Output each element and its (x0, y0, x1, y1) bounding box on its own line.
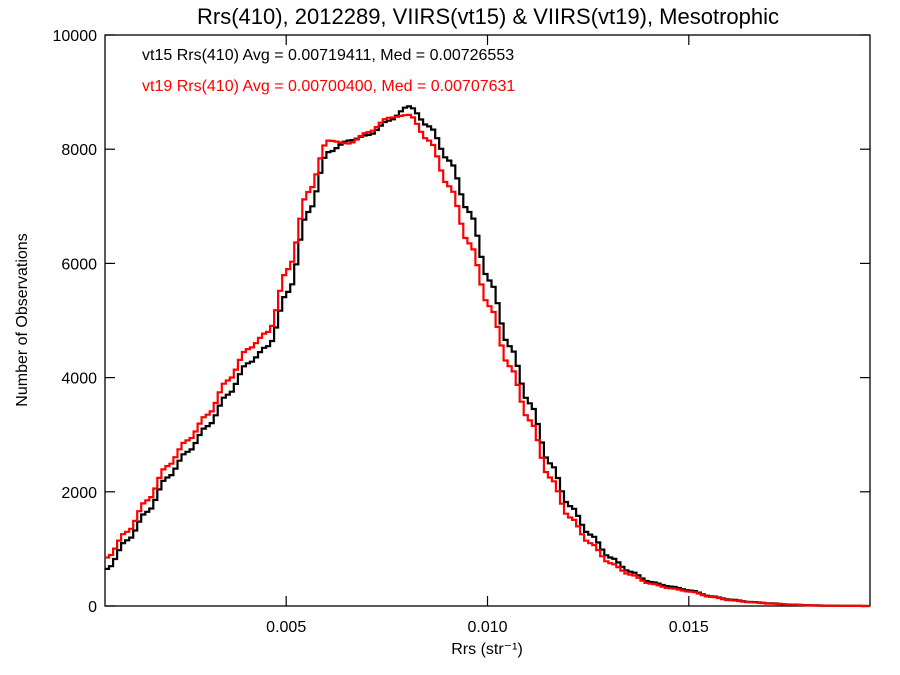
x-tick-label: 0.010 (467, 619, 507, 636)
series-line-vt15 (105, 105, 870, 608)
plot-frame (104, 34, 871, 607)
y-axis-label: Number of Observations (14, 233, 31, 406)
chart-title: Rrs(410), 2012289, VIIRS(vt15) & VIIRS(v… (197, 4, 779, 29)
y-tick-label: 4000 (61, 371, 97, 388)
y-tick-label: 10000 (53, 28, 98, 45)
series-line-vt19 (105, 113, 870, 608)
y-tick-label: 2000 (61, 485, 97, 502)
series-layer (105, 105, 870, 608)
annotation-vt19: vt19 Rrs(410) Avg = 0.00700400, Med = 0.… (142, 78, 515, 95)
x-axis: 0.005 0.010 0.015 (266, 35, 709, 636)
y-tick-label: 6000 (61, 256, 97, 273)
x-tick-label: 0.015 (669, 619, 709, 636)
y-tick-label: 8000 (61, 142, 97, 159)
annotation-vt15: vt15 Rrs(410) Avg = 0.00719411, Med = 0.… (142, 47, 514, 64)
x-tick-label: 0.005 (266, 619, 306, 636)
y-axis: 0 2000 4000 6000 8000 10000 (53, 28, 870, 616)
y-tick-label: 0 (88, 599, 97, 616)
x-axis-label: Rrs (str⁻¹) (451, 641, 523, 658)
